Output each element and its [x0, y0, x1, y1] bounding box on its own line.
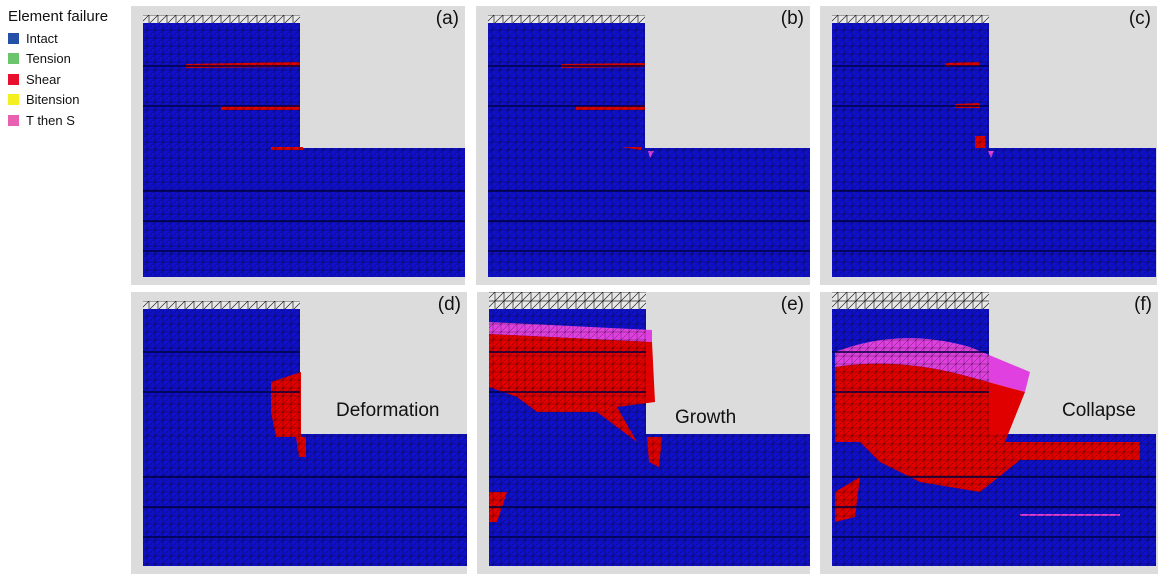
panel-f: (f) Collapse — [820, 292, 1158, 574]
panel-c: (c) — [820, 6, 1157, 285]
panel-b: (b) — [476, 6, 810, 285]
legend-item-bitension: Bitension — [8, 90, 108, 111]
panel-e: (e) Growth — [477, 292, 810, 574]
legend-item-shear: Shear — [8, 69, 108, 90]
mesh-model — [489, 292, 810, 566]
legend: Element failure Intact Tension Shear Bit… — [8, 8, 108, 131]
loading-cap — [143, 301, 300, 309]
intact-swatch — [8, 32, 19, 44]
panel-label: (a) — [435, 8, 459, 29]
legend-item-t-then-s: T then S — [8, 110, 108, 131]
stage-label: Growth — [675, 407, 737, 428]
loading-cap — [488, 15, 645, 23]
legend-item-tension: Tension — [8, 49, 108, 70]
loading-cap — [832, 15, 989, 23]
stage-label: Collapse — [1062, 400, 1136, 421]
legend-label: Intact — [26, 30, 58, 46]
legend-label: Tension — [26, 51, 71, 67]
loading-cap — [832, 292, 989, 309]
loading-cap — [489, 292, 646, 309]
panel-a: (a) — [131, 6, 465, 285]
tension-swatch — [8, 53, 19, 65]
legend-label: Bitension — [26, 92, 80, 108]
panel-label: (b) — [780, 8, 804, 29]
legend-label: Shear — [26, 71, 61, 87]
t-then-s-swatch — [8, 114, 19, 126]
legend-title: Element failure — [8, 8, 109, 25]
bitension-swatch — [8, 94, 19, 106]
stage-label: Deformation — [336, 400, 440, 421]
legend-label: T then S — [26, 112, 75, 128]
mesh-model — [143, 301, 467, 566]
legend-item-intact: Intact — [8, 28, 108, 49]
panel-label: (c) — [1128, 8, 1151, 29]
loading-cap — [143, 15, 300, 23]
mesh-model — [143, 15, 465, 277]
panel-label: (d) — [437, 294, 461, 315]
shear-swatch — [8, 73, 19, 85]
mesh-model — [488, 15, 810, 277]
panel-d: (d) Deformation — [131, 292, 467, 574]
mesh-model — [832, 292, 1156, 566]
mesh-model — [832, 15, 1156, 277]
panel-label: (e) — [780, 294, 804, 315]
panel-label: (f) — [1134, 294, 1152, 315]
